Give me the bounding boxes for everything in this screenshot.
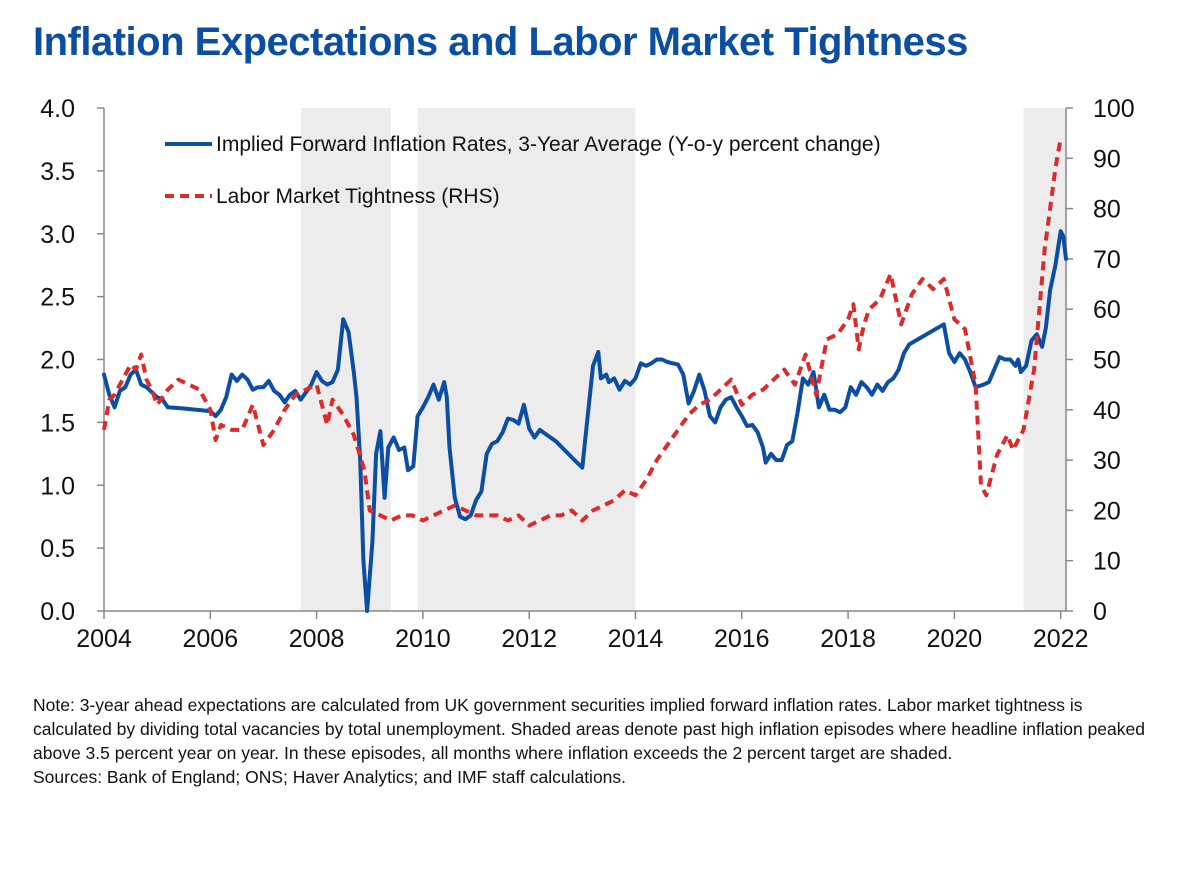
chart-title: Inflation Expectations and Labor Market … [33,20,968,64]
x-tick-label: 2014 [608,625,664,653]
sources-text: Sources: Bank of England; ONS; Haver Ana… [33,767,627,787]
left-tick-label: 1.5 [40,409,75,437]
x-tick-label: 2006 [182,625,238,653]
series-line-1 [102,229,1068,613]
right-tick-label: 50 [1093,347,1121,375]
right-tick-label: 100 [1093,95,1135,123]
right-tick-label: 70 [1093,246,1121,274]
left-tick-label: 2.0 [40,347,75,375]
chart: 2004 2006 2008 2010 2012 2014 2016 2018 2020 2022… [40,95,1134,653]
note-text: Note: 3-year ahead expectations are calc… [33,695,1145,763]
left-tick-label: 1.0 [40,472,75,500]
right-tick-label: 0 [1093,598,1107,626]
shaded-period-2 [417,108,636,611]
legend-label-2: Labor Market Tightness (RHS) [216,185,500,208]
right-tick-label: 60 [1093,296,1121,324]
x-tick-label: 2004 [76,625,132,653]
right-tick-label: 20 [1093,497,1121,525]
x-tick-label: 2016 [714,625,770,653]
left-tick-label: 0.5 [40,535,75,563]
x-tick-label: 2010 [395,625,451,653]
series-line-2 [102,137,1063,528]
legend: Implied Forward Inflation Rates, 3-Year … [165,133,881,208]
legend-label-1: Implied Forward Inflation Rates, 3-Year … [216,133,881,156]
series-lines [102,137,1068,613]
right-tick-label: 80 [1093,196,1121,224]
shaded-period-1 [300,108,392,611]
left-tick-label: 2.5 [40,284,75,312]
x-tick-label: 2018 [820,625,876,653]
x-tick-label: 2022 [1033,625,1089,653]
right-tick-label: 40 [1093,397,1121,425]
x-tick-label: 2012 [501,625,557,653]
left-tick-label: 4.0 [40,95,75,123]
left-tick-label: 3.5 [40,158,75,186]
axes: 2004 2006 2008 2010 2012 2014 2016 2018 2020 2022… [40,95,1134,653]
right-tick-label: 10 [1093,548,1121,576]
shaded-period-3 [1023,108,1066,611]
chart-notes: Note: 3-year ahead expectations are calc… [33,693,1163,789]
right-tick-label: 30 [1093,447,1121,475]
left-tick-label: 3.0 [40,221,75,249]
right-tick-label: 90 [1093,145,1121,173]
x-tick-label: 2008 [289,625,345,653]
left-tick-label: 0.0 [40,598,75,626]
x-tick-label: 2020 [927,625,983,653]
